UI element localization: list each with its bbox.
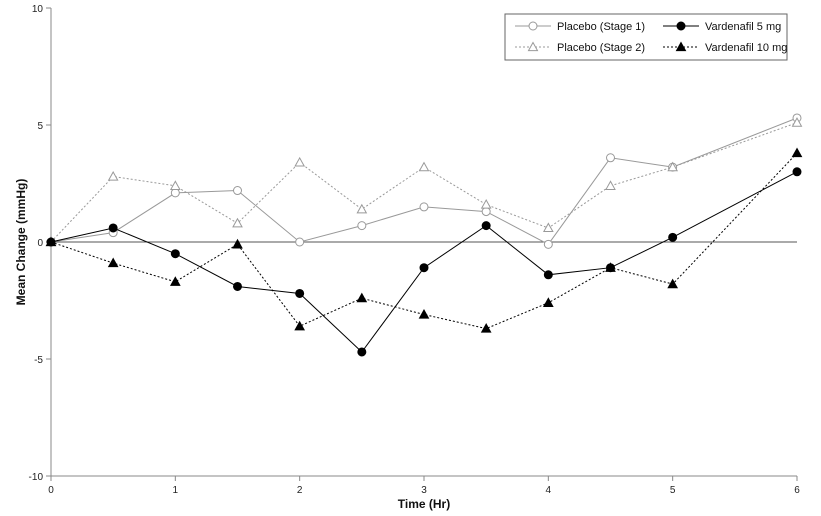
chart-legend: Placebo (Stage 1) Vardenafil 5 mg Placebo … <box>504 13 788 61</box>
series-line <box>50 122 798 243</box>
data-point <box>419 202 429 212</box>
data-point <box>108 223 118 233</box>
data-point <box>605 262 616 272</box>
y-axis-label: Mean Change (mmHg) <box>14 179 28 306</box>
y-tick-label: 0 <box>37 238 43 249</box>
legend-label: Placebo (Stage 1) <box>557 21 645 33</box>
x-tick-label: 3 <box>421 485 427 496</box>
data-point <box>668 232 678 242</box>
x-tick-label: 4 <box>546 485 552 496</box>
x-tick-label: 2 <box>297 485 303 496</box>
x-tick-label: 6 <box>794 485 800 496</box>
series-2 <box>45 117 803 247</box>
data-point <box>295 237 305 247</box>
series-line <box>50 171 798 353</box>
data-point <box>481 207 491 217</box>
series-4 <box>45 147 803 333</box>
series-line <box>50 117 798 245</box>
data-point <box>107 257 119 268</box>
data-point <box>543 270 553 280</box>
series-3 <box>46 167 802 357</box>
data-point <box>667 161 679 172</box>
data-point <box>791 117 803 127</box>
data-point <box>356 203 368 214</box>
legend-item: Vardenafil 5 mg <box>663 21 781 33</box>
data-point <box>232 238 243 249</box>
data-point <box>605 180 616 190</box>
x-tick-label: 1 <box>173 485 179 496</box>
series-line <box>50 152 798 330</box>
legend-label: Vardenafil 10 mg <box>705 42 787 54</box>
legend-label: Placebo (Stage 2) <box>557 42 645 54</box>
data-point <box>480 199 492 209</box>
data-point <box>542 222 554 233</box>
legend-swatch-marker <box>527 41 539 52</box>
y-tick-label: 10 <box>32 4 44 15</box>
x-axis-label: Time (Hr) <box>398 497 450 511</box>
data-point <box>357 347 367 357</box>
chart-series <box>45 113 803 357</box>
data-point <box>45 236 57 247</box>
data-point <box>791 147 803 158</box>
data-point <box>357 221 367 231</box>
data-point <box>295 288 305 298</box>
data-point <box>418 309 430 319</box>
data-point <box>542 297 554 307</box>
legend-swatch-marker <box>675 41 687 52</box>
data-point <box>792 167 802 177</box>
legend-item: Placebo (Stage 1) <box>515 21 645 33</box>
y-tick-label: -10 <box>29 472 44 483</box>
data-point <box>543 239 553 249</box>
data-point <box>294 156 306 167</box>
legend-item: Vardenafil 10 mg <box>663 41 787 54</box>
data-point <box>480 323 492 333</box>
y-tick-label: -5 <box>34 355 43 366</box>
data-point <box>232 217 243 228</box>
data-point <box>170 249 180 259</box>
data-point <box>107 170 119 181</box>
data-point <box>667 278 679 289</box>
legend-swatch-marker <box>528 21 538 31</box>
data-point <box>169 180 181 190</box>
data-point <box>419 263 429 273</box>
x-tick-label: 5 <box>670 485 676 496</box>
data-point <box>233 186 242 196</box>
legend-label: Vardenafil 5 mg <box>705 21 781 33</box>
data-point <box>356 292 368 303</box>
chart-ticks: -10 -5 0 5 10 0 1 2 3 4 5 6 <box>29 4 801 496</box>
data-point <box>418 161 430 172</box>
y-tick-label: 5 <box>37 121 43 132</box>
data-point <box>481 221 491 231</box>
data-point <box>294 320 306 331</box>
chart-axes <box>50 8 797 477</box>
x-tick-label: 0 <box>48 485 54 496</box>
data-point <box>169 276 181 286</box>
data-point <box>606 153 615 163</box>
series-1 <box>46 113 802 249</box>
legend-box <box>504 13 788 61</box>
data-point <box>170 188 180 198</box>
legend-item: Placebo (Stage 2) <box>515 41 645 54</box>
data-point <box>233 281 242 291</box>
legend-swatch-marker <box>676 21 686 31</box>
